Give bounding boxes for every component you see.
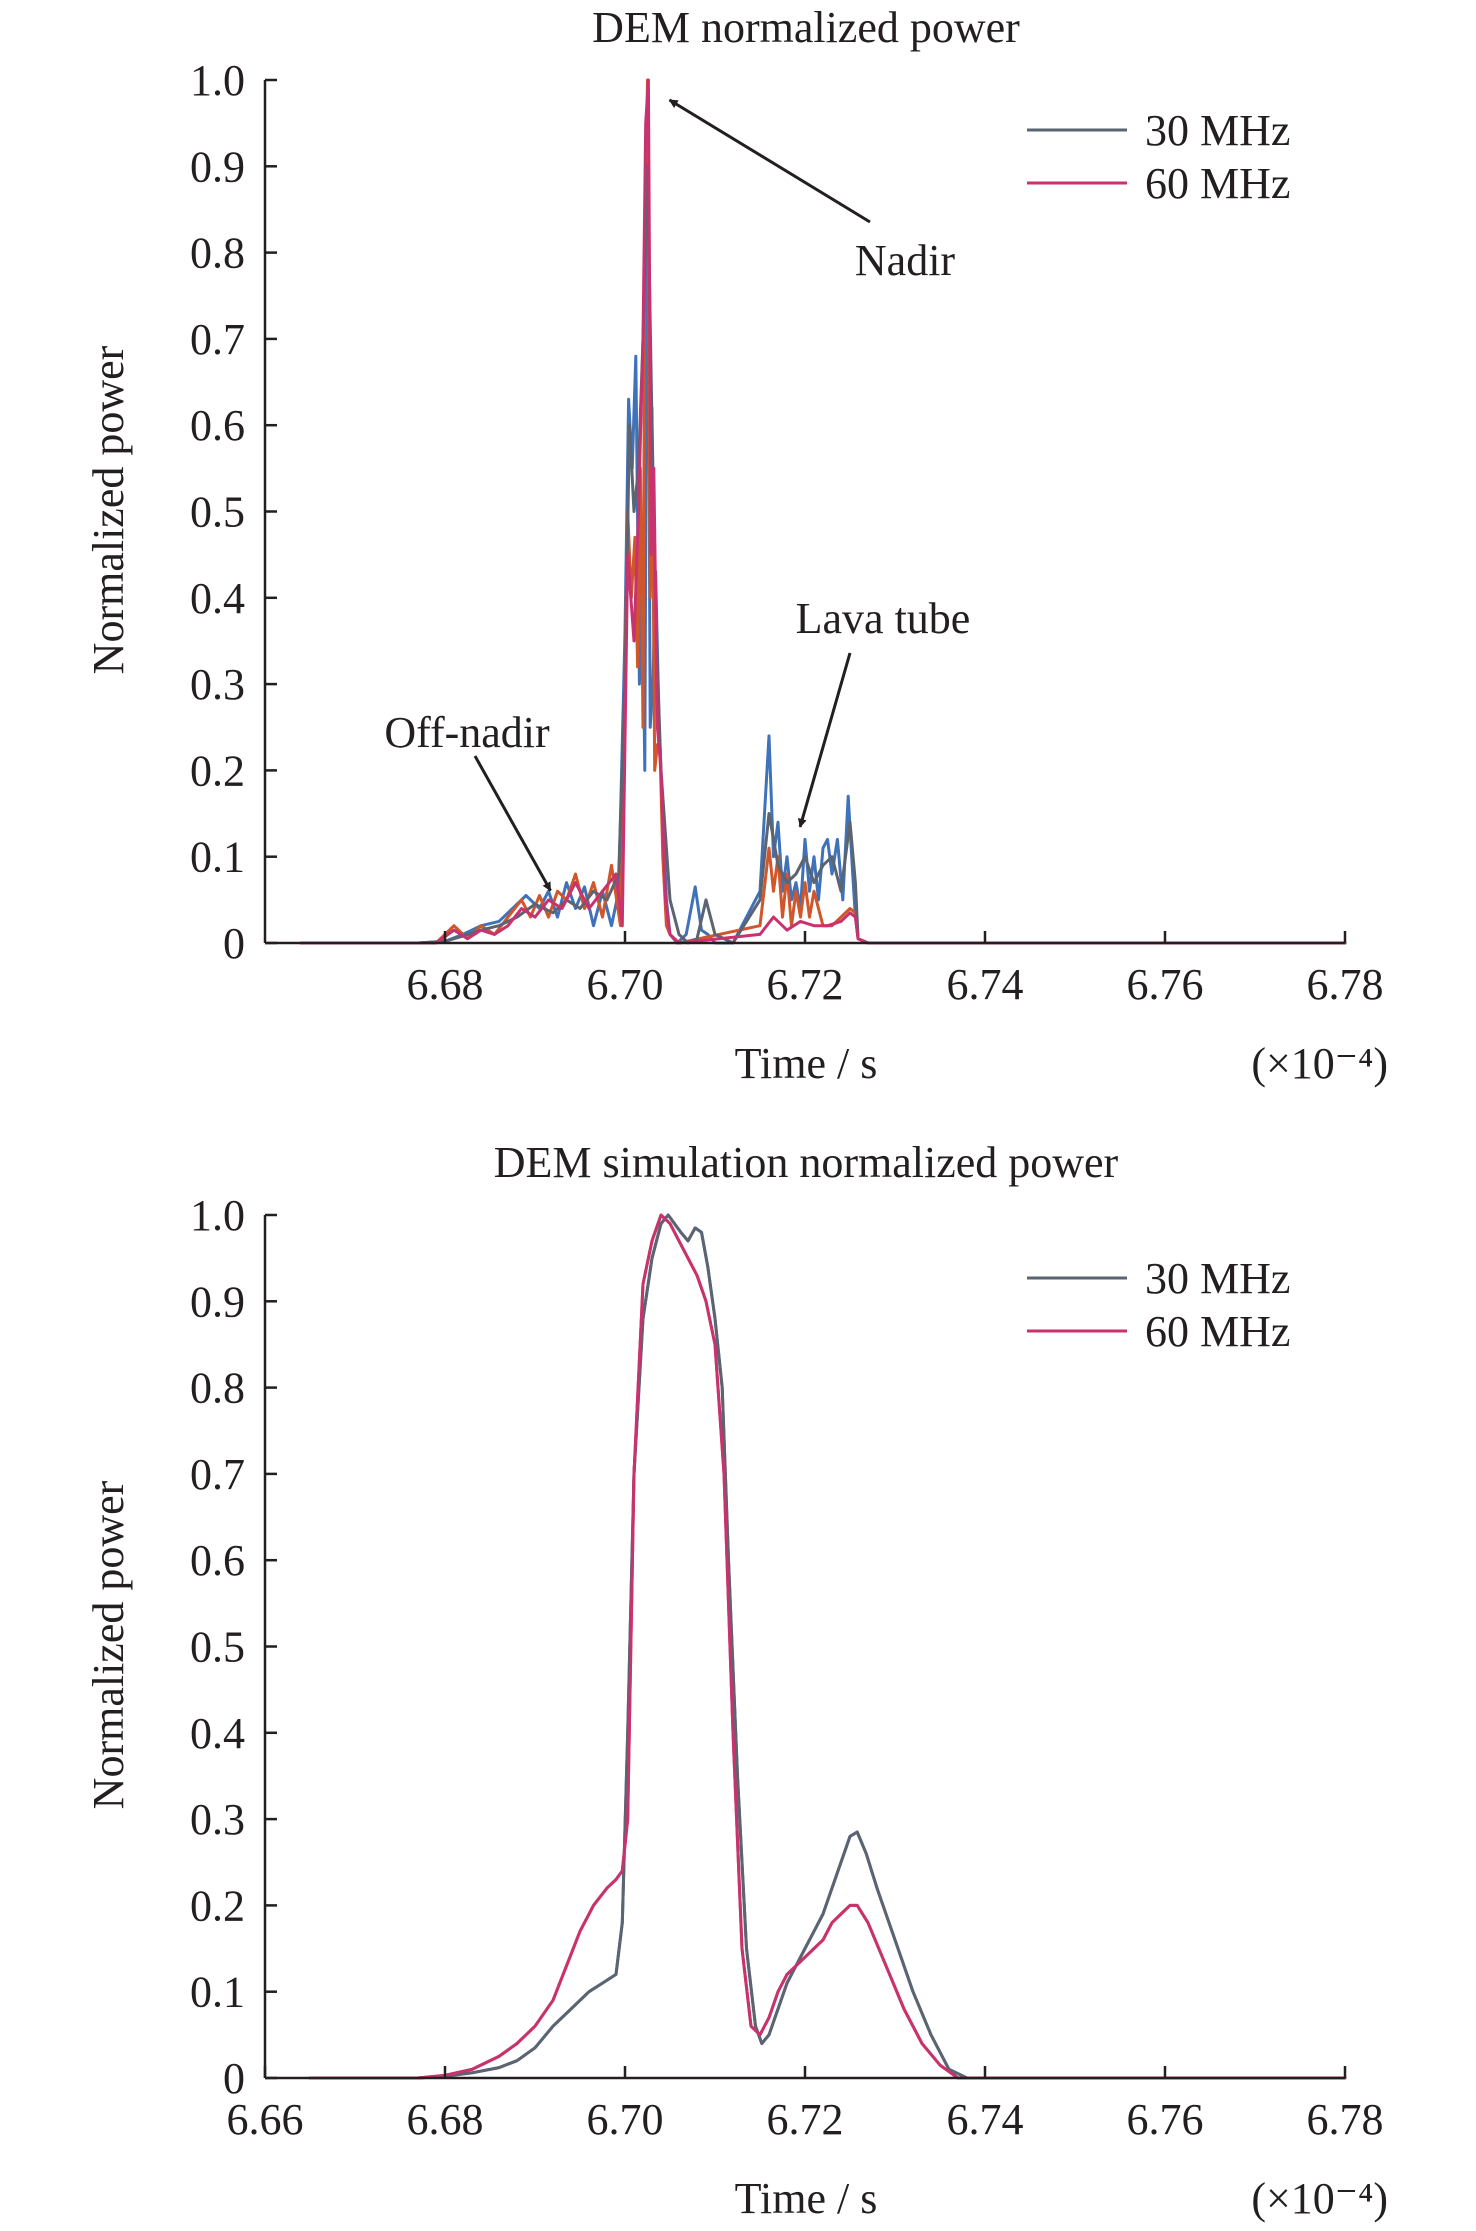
series-line-3 <box>308 1213 1347 2080</box>
chart-title: DEM simulation normalized power <box>494 1138 1119 1187</box>
annotation-label: Lava tube <box>796 594 971 643</box>
y-tick-label: 0.2 <box>190 1881 245 1930</box>
x-tick-label: 6.70 <box>587 2095 664 2144</box>
x-tick-label: 6.78 <box>1307 960 1384 1009</box>
y-tick-label: 0.7 <box>190 1450 245 1499</box>
annotation-arrow <box>668 98 871 224</box>
x-tick-label: 6.74 <box>947 2095 1024 2144</box>
series-layer <box>299 78 1347 945</box>
legend-label: 30 MHz <box>1145 1254 1290 1303</box>
y-tick-label: 0.6 <box>190 1536 245 1585</box>
y-tick-label: 0.5 <box>190 488 245 537</box>
annotation-label: Off-nadir <box>384 708 550 757</box>
y-tick-label: 0.3 <box>190 660 245 709</box>
y-tick-label: 0.2 <box>190 746 245 795</box>
series-line-3 <box>299 78 1347 945</box>
x-tick-label: 6.66 <box>227 2095 304 2144</box>
y-tick-label: 0.3 <box>190 1795 245 1844</box>
annotation-arrow <box>473 755 552 892</box>
y-tick-label: 0.1 <box>190 833 245 882</box>
series-line-2 <box>308 1213 1347 2080</box>
y-tick-label: 0.8 <box>190 229 245 278</box>
x-tick-label: 6.72 <box>767 960 844 1009</box>
y-tick-label: 0.4 <box>190 574 245 623</box>
y-tick-label: 0.4 <box>190 1709 245 1758</box>
x-tick-label: 6.78 <box>1307 2095 1384 2144</box>
legend-label: 60 MHz <box>1145 159 1290 208</box>
series-layer <box>308 1213 1347 2080</box>
x-tick-label: 6.70 <box>587 960 664 1009</box>
x-tick-label: 6.74 <box>947 960 1024 1009</box>
y-tick-label: 0.5 <box>190 1623 245 1672</box>
x-axis-multiplier: (×10⁻⁴) <box>1251 2174 1388 2223</box>
legend-label: 60 MHz <box>1145 1307 1290 1356</box>
y-tick-label: 1.0 <box>190 1191 245 1240</box>
y-tick-label: 0.6 <box>190 401 245 450</box>
y-tick-label: 1.0 <box>190 56 245 105</box>
y-tick-label: 0.7 <box>190 315 245 364</box>
y-tick-label: 0.1 <box>190 1968 245 2017</box>
chart-title: DEM normalized power <box>592 3 1020 52</box>
bottom-chart: DEM simulation normalized power Normaliz… <box>84 1138 1388 2223</box>
y-tick-label: 0 <box>223 919 245 968</box>
x-axis-label: Time / s <box>735 1039 878 1088</box>
y-tick-label: 0.9 <box>190 142 245 191</box>
annotations: Nadir Lava tube Off-nadir <box>384 98 971 892</box>
axes <box>263 78 1347 945</box>
top-chart: DEM normalized power Normalized power Ti… <box>84 3 1388 1088</box>
annotation-label: Nadir <box>855 236 956 285</box>
x-tick-label: 6.72 <box>767 2095 844 2144</box>
x-tick-label: 6.68 <box>407 2095 484 2144</box>
y-axis-label: Normalized power <box>84 1480 133 1809</box>
x-tick-label: 6.76 <box>1127 960 1204 1009</box>
annotation-arrow <box>798 652 852 828</box>
y-tick-label: 0.8 <box>190 1364 245 1413</box>
tick-labels: 0 0.1 0.2 0.3 0.4 0.5 0.6 0.7 0.8 0.9 1.0 6.66 6.68 6… <box>190 1191 1384 2144</box>
y-tick-label: 0.9 <box>190 1277 245 1326</box>
x-axis-multiplier: (×10⁻⁴) <box>1251 1039 1388 1088</box>
x-axis-label: Time / s <box>735 2174 878 2223</box>
tick-labels: 0 0.1 0.2 0.3 0.4 0.5 0.6 0.7 0.8 0.9 1.0 6.68 6.70 6… <box>190 56 1384 1009</box>
x-tick-label: 6.68 <box>407 960 484 1009</box>
y-axis-label: Normalized power <box>84 345 133 674</box>
y-tick-label: 0 <box>223 2054 245 2103</box>
legend-label: 30 MHz <box>1145 106 1290 155</box>
axes <box>263 1213 1347 2080</box>
x-tick-label: 6.76 <box>1127 2095 1204 2144</box>
